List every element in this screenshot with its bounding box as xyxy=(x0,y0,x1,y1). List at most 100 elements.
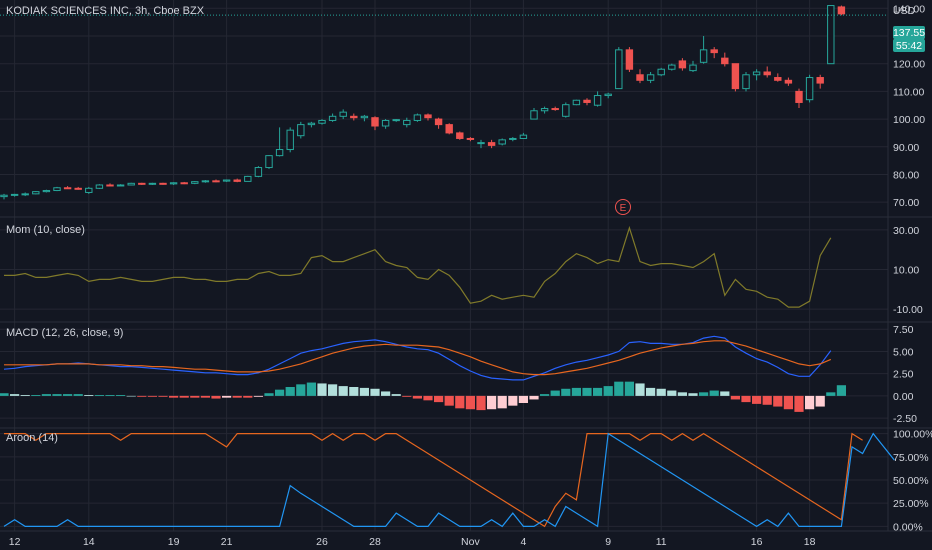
candle-body xyxy=(795,90,803,103)
macd-histogram-bar xyxy=(550,390,560,396)
macd-histogram-bar xyxy=(826,392,836,396)
aroon-title: Aroon (14) xyxy=(6,432,58,444)
aroon-up-line xyxy=(4,432,863,528)
macd-histogram-bar xyxy=(646,387,656,396)
candle-body xyxy=(827,5,835,65)
candle-body xyxy=(519,134,528,139)
candle-body xyxy=(116,184,125,187)
momentum-pane[interactable]: Mom (10, close) xyxy=(4,224,832,308)
macd-histogram-bar xyxy=(465,395,475,410)
candle-body xyxy=(784,79,793,84)
macd-histogram-bar xyxy=(773,395,783,407)
pane-separators xyxy=(0,0,932,532)
candle-body xyxy=(805,77,814,101)
time-tick-label: 11 xyxy=(656,536,667,548)
candle-body xyxy=(509,137,517,140)
time-tick-label: 12 xyxy=(9,536,21,548)
momentum-line xyxy=(4,225,832,308)
macd-pane[interactable]: MACD (12, 26, close, 9) xyxy=(0,327,846,412)
candle-body xyxy=(318,119,326,124)
macd-histogram-bar xyxy=(688,393,698,396)
candle-body xyxy=(392,119,400,122)
macd-histogram-bar xyxy=(285,387,295,396)
macd-histogram-bar xyxy=(805,395,815,410)
candle-body xyxy=(657,68,665,76)
candle-body xyxy=(222,179,231,182)
candle-body xyxy=(254,167,263,177)
macd-histogram-bar xyxy=(73,394,83,396)
grid-layer xyxy=(0,0,888,531)
macd-histogram-bar xyxy=(200,395,210,398)
candle-body xyxy=(540,108,549,112)
candle-body xyxy=(424,114,432,119)
aroon-pane[interactable]: Aroon (14) xyxy=(3,432,895,528)
macd-histogram-bar xyxy=(656,388,666,396)
earnings-marker[interactable]: E xyxy=(615,199,631,215)
candle-body xyxy=(636,74,644,81)
candle-body xyxy=(466,137,475,140)
candle-body xyxy=(74,187,82,190)
macd-histogram-bar xyxy=(741,395,751,403)
candle-body xyxy=(53,187,61,192)
macd-histogram-bar xyxy=(815,395,825,407)
candle-body xyxy=(201,180,210,183)
macd-histogram-bar xyxy=(635,383,645,396)
candle-body xyxy=(371,117,379,127)
time-tick-label: 28 xyxy=(369,536,381,548)
macd-histogram-bar xyxy=(699,392,709,396)
macd-histogram-bar xyxy=(794,395,804,412)
momentum-tick-label: 10.00 xyxy=(893,265,919,277)
candle-body xyxy=(191,181,199,184)
candle-body xyxy=(816,77,824,84)
time-tick-label: 26 xyxy=(316,536,328,548)
price-tick-label: 70.00 xyxy=(893,197,919,209)
macd-histogram-bar xyxy=(147,395,157,397)
macd-histogram-bar xyxy=(338,386,348,396)
macd-histogram-bar xyxy=(391,394,401,396)
candle-body xyxy=(742,74,750,90)
earnings-marker-label: E xyxy=(620,203,627,214)
price-pane[interactable]: E KODIAK SCIENCES INC, 3h, Cboe BZX xyxy=(0,5,888,215)
macd-histogram-bar xyxy=(518,395,528,403)
candle-body xyxy=(487,142,496,146)
candle-body xyxy=(625,49,634,70)
candle-body xyxy=(530,110,538,120)
macd-histogram-bar xyxy=(94,395,104,396)
candle-body xyxy=(350,115,358,119)
macd-title: MACD (12, 26, close, 9) xyxy=(6,327,123,339)
macd-tick-label: 5.00 xyxy=(893,346,914,358)
macd-histogram-bar xyxy=(253,395,263,397)
macd-tick-label: 0.00 xyxy=(893,391,914,403)
candle-body xyxy=(562,104,570,117)
macd-tick-label: 2.50 xyxy=(893,369,914,381)
macd-histogram-bar xyxy=(137,395,147,397)
price-axis[interactable]: USD 70.0080.0090.00100.00110.00120.00130… xyxy=(893,3,932,533)
macd-histogram-bar xyxy=(328,384,338,396)
candle-body xyxy=(668,64,676,70)
candle-body xyxy=(678,60,687,69)
macd-histogram-bar xyxy=(593,387,603,396)
aroon-tick-label: 100.00% xyxy=(893,429,932,441)
momentum-tick-label: -10.00 xyxy=(893,304,923,316)
last-price-value: 137.55 xyxy=(893,27,925,39)
candle-body xyxy=(593,95,602,106)
candle-body xyxy=(381,119,390,127)
candle-body xyxy=(63,187,72,190)
candle-body xyxy=(721,57,729,65)
candle-body xyxy=(106,184,114,187)
last-price-tag: 137.55 55:42 xyxy=(893,26,925,52)
macd-histogram-bar xyxy=(752,395,762,404)
macd-histogram-bar xyxy=(614,381,624,396)
candle-body xyxy=(180,182,188,185)
macd-histogram-bar xyxy=(508,395,518,406)
candle-body xyxy=(95,184,104,189)
macd-histogram-bar xyxy=(381,391,391,396)
candle-body xyxy=(265,155,273,169)
time-tick-label: 21 xyxy=(221,536,233,548)
chart-title: KODIAK SCIENCES INC, 3h, Cboe BZX xyxy=(6,5,205,17)
macd-histogram-bar xyxy=(444,395,454,406)
time-axis[interactable]: 12 14 19 21 26 28 Nov 4 9 11 16 18 xyxy=(9,536,816,548)
candle-body xyxy=(774,77,782,81)
macd-histogram-bar xyxy=(179,395,189,398)
